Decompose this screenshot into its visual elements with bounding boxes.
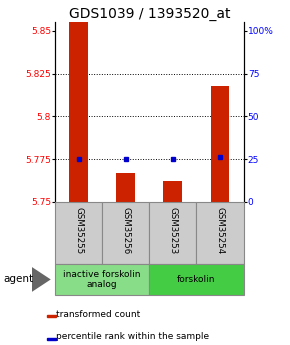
- Polygon shape: [32, 267, 51, 292]
- Bar: [69, 22, 88, 202]
- Bar: [102, 202, 149, 264]
- Bar: [196, 202, 244, 264]
- Bar: [211, 86, 229, 202]
- Text: GSM35253: GSM35253: [168, 207, 177, 254]
- Text: GSM35256: GSM35256: [121, 207, 130, 254]
- Text: agent: agent: [3, 275, 33, 284]
- Text: GSM35255: GSM35255: [74, 207, 83, 254]
- Bar: [149, 202, 197, 264]
- Bar: [116, 173, 135, 202]
- Bar: [55, 264, 149, 295]
- Bar: [55, 202, 102, 264]
- Bar: [47, 315, 56, 317]
- Bar: [149, 264, 244, 295]
- Text: inactive forskolin
analog: inactive forskolin analog: [64, 270, 141, 289]
- Bar: [164, 181, 182, 202]
- Text: transformed count: transformed count: [57, 310, 141, 319]
- Text: GSM35254: GSM35254: [215, 207, 224, 254]
- Bar: [47, 338, 56, 339]
- Text: percentile rank within the sample: percentile rank within the sample: [57, 333, 210, 342]
- Text: forskolin: forskolin: [177, 275, 216, 284]
- Title: GDS1039 / 1393520_at: GDS1039 / 1393520_at: [69, 7, 230, 21]
